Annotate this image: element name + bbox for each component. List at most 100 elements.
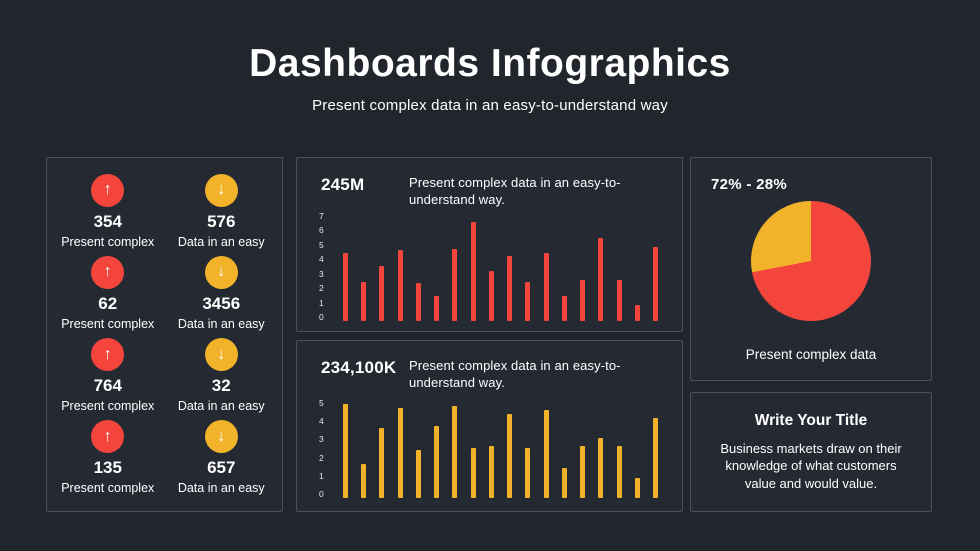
bar <box>561 467 567 498</box>
stat-label: Present complex <box>61 481 155 496</box>
bar <box>634 477 640 498</box>
arrow-down-icon: ↓ <box>204 420 238 454</box>
bar <box>452 248 458 321</box>
stat-item: ↑ 354 Present complex <box>51 170 165 252</box>
bar <box>379 265 385 321</box>
bar <box>470 221 476 321</box>
y-tick-label: 5 <box>319 239 324 250</box>
pie-chart <box>751 201 871 321</box>
bar <box>397 250 403 321</box>
stats-panel: ↑ 354 Present complex ↓ 576 Data in an easy ↑ 6… <box>46 157 283 512</box>
arrow-down-icon: ↓ <box>204 255 238 289</box>
stat-item: ↑ 135 Present complex <box>51 417 165 499</box>
bar <box>616 279 622 321</box>
bar <box>652 246 658 321</box>
bar <box>598 237 604 321</box>
y-tick-label: 0 <box>319 489 324 500</box>
stat-value: 135 <box>93 458 122 478</box>
bar <box>598 437 604 498</box>
stats-grid: ↑ 354 Present complex ↓ 576 Data in an easy ↑ 6… <box>47 158 282 511</box>
plot-area <box>333 211 664 321</box>
bar <box>507 413 513 498</box>
stat-item: ↓ 3456 Data in an easy <box>165 252 279 334</box>
stat-label: Data in an easy <box>177 316 265 331</box>
y-tick-label: 3 <box>319 434 324 445</box>
y-tick-label: 4 <box>319 254 324 265</box>
arrow-down-icon: ↓ <box>204 173 238 207</box>
bar <box>507 256 513 321</box>
bar <box>379 427 385 498</box>
stat-label: Present complex <box>61 316 155 331</box>
bar <box>488 445 494 498</box>
y-axis: 5 4 3 2 1 0 <box>319 397 333 500</box>
note-body: Business markets draw on their knowledge… <box>720 440 902 491</box>
bar <box>452 405 458 498</box>
stat-value: 62 <box>98 293 118 313</box>
stat-item: ↓ 657 Data in an easy <box>165 417 279 499</box>
bar <box>343 403 348 498</box>
bar <box>415 449 421 498</box>
bar <box>543 253 549 321</box>
stat-value: 354 <box>93 211 122 231</box>
stat-value: 657 <box>207 458 236 478</box>
page-subtitle: Present complex data in an easy-to-under… <box>312 97 668 114</box>
chart-title: 234,100K <box>321 358 397 377</box>
stat-value: 576 <box>207 211 236 231</box>
stat-value: 764 <box>93 376 122 396</box>
bar <box>525 447 531 498</box>
arrow-up-icon: ↑ <box>91 173 125 207</box>
bar <box>434 295 440 321</box>
pie-chart-panel: 72% - 28% Present complex data <box>690 157 932 381</box>
bar-chart: 7 6 5 4 3 2 1 0 <box>297 211 682 321</box>
stat-label: Data in an easy <box>177 234 265 249</box>
bar <box>343 253 348 321</box>
stat-value: 3456 <box>202 293 241 313</box>
bar <box>525 281 531 321</box>
y-tick-label: 4 <box>319 416 324 427</box>
y-tick-label: 1 <box>319 470 324 481</box>
y-tick-label: 2 <box>319 452 324 463</box>
chart-title: 245M <box>321 175 365 194</box>
stat-label: Present complex <box>61 399 155 414</box>
bar <box>361 463 367 498</box>
chart-header: 245M Present complex data in an easy-to-… <box>297 158 682 209</box>
bar <box>361 281 367 321</box>
stat-item: ↑ 62 Present complex <box>51 252 165 334</box>
bar <box>634 305 640 321</box>
stat-label: Data in an easy <box>177 481 265 496</box>
bar-chart-panel-red: 245M Present complex data in an easy-to-… <box>296 157 683 332</box>
stat-item: ↓ 576 Data in an easy <box>165 170 279 252</box>
note-title: Write Your Title <box>754 411 868 429</box>
chart-description: Present complex data in an easy-to-under… <box>409 358 621 390</box>
bar <box>488 270 494 321</box>
bar <box>580 279 586 321</box>
chart-description: Present complex data in an easy-to-under… <box>409 175 621 207</box>
y-tick-label: 1 <box>319 297 324 308</box>
arrow-up-icon: ↑ <box>91 338 125 372</box>
stat-label: Present complex <box>61 234 155 249</box>
y-tick-label: 5 <box>319 397 324 408</box>
stat-item: ↓ 32 Data in an easy <box>165 335 279 417</box>
arrow-down-icon: ↓ <box>204 338 238 372</box>
stat-item: ↑ 764 Present complex <box>51 335 165 417</box>
y-tick-label: 2 <box>319 283 324 294</box>
bar <box>580 445 586 498</box>
y-tick-label: 7 <box>319 210 324 221</box>
bar <box>415 283 421 321</box>
bar-chart: 5 4 3 2 1 0 <box>297 398 682 498</box>
page-title: Dashboards Infographics <box>249 42 731 85</box>
bar <box>470 447 476 498</box>
note-panel: Write Your Title Business markets draw o… <box>690 392 932 512</box>
chart-header: 234,100K Present complex data in an easy… <box>297 341 682 392</box>
bar <box>561 295 567 321</box>
arrow-up-icon: ↑ <box>91 255 125 289</box>
bar <box>543 409 549 498</box>
bar-chart-panel-yellow: 234,100K Present complex data in an easy… <box>296 340 683 512</box>
y-axis: 7 6 5 4 3 2 1 0 <box>319 210 333 322</box>
bar <box>397 407 403 498</box>
stat-value: 32 <box>211 376 231 396</box>
plot-area <box>333 398 664 498</box>
stat-label: Data in an easy <box>177 399 265 414</box>
y-tick-label: 6 <box>319 225 324 236</box>
